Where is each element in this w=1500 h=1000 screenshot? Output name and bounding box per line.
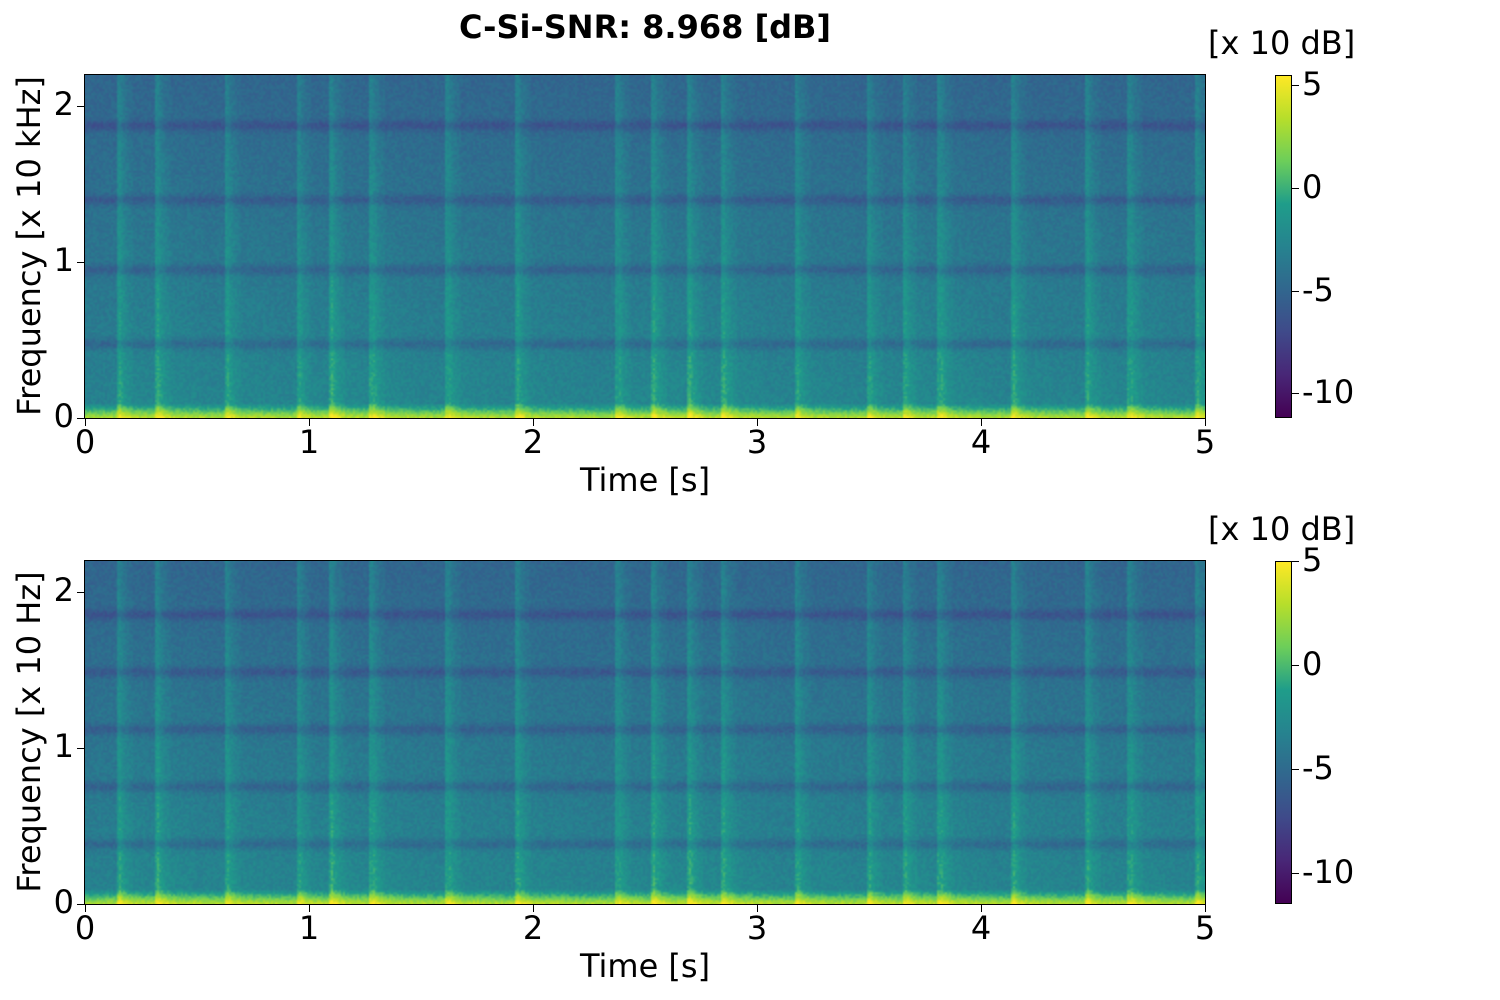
colorbar-tick-label: 5 — [1302, 65, 1323, 104]
colorbar-tick-label: -10 — [1302, 373, 1355, 412]
x-axis-label: Time [s] — [579, 461, 711, 499]
x-tick-label: 2 — [522, 423, 544, 461]
spectrogram-plot-area — [84, 74, 1206, 419]
x-tick — [757, 904, 758, 912]
colorbar-tick-label: 5 — [1302, 541, 1323, 579]
x-tick-label: 4 — [970, 909, 992, 947]
y-tick — [77, 904, 85, 905]
x-tick — [309, 904, 310, 912]
colorbar-tick — [1292, 664, 1299, 666]
colorbar-tick-label: -10 — [1302, 852, 1355, 891]
y-tick-label: 2 — [53, 85, 74, 124]
spectrogram-image — [85, 561, 1205, 904]
colorbar-tick — [1292, 872, 1299, 874]
y-tick — [77, 262, 85, 264]
x-tick — [981, 904, 982, 912]
figure-title: C-Si-SNR: 8.968 [dB] — [458, 8, 832, 46]
plot-frame — [84, 74, 1206, 419]
x-axis-label: Time [s] — [579, 947, 711, 985]
x-tick — [1205, 418, 1206, 426]
y-tick-label: 0 — [53, 883, 74, 921]
x-tick — [85, 418, 86, 426]
spectrogram-plot-area — [84, 560, 1206, 905]
colorbar-tick-label: -5 — [1302, 748, 1334, 787]
x-tick-label: 1 — [298, 909, 320, 947]
x-tick — [1205, 904, 1206, 912]
colorbar-tick-label: 0 — [1302, 644, 1323, 683]
colorbar — [1275, 75, 1292, 418]
x-tick — [757, 418, 758, 426]
spectrogram-image — [85, 75, 1205, 418]
x-tick-label: 4 — [970, 423, 992, 461]
x-tick-label: 3 — [746, 423, 768, 461]
y-tick-label: 2 — [53, 571, 74, 610]
colorbar-unit-label: [x 10 dB] — [1208, 510, 1356, 548]
y-tick — [77, 106, 85, 108]
x-tick-label: 5 — [1194, 909, 1216, 947]
y-axis-label: Frequency [x 10 Hz] — [10, 571, 48, 893]
colorbar-tick — [1292, 561, 1299, 562]
x-tick-label: 2 — [522, 909, 544, 947]
colorbar-tick-label: -5 — [1302, 270, 1334, 309]
x-tick-label: 3 — [746, 909, 768, 947]
x-tick-label: 1 — [298, 423, 320, 461]
y-tick — [77, 748, 85, 750]
y-tick-label: 0 — [53, 397, 74, 435]
x-tick — [981, 418, 982, 426]
colorbar-tick — [1292, 187, 1299, 189]
x-tick-label: 5 — [1194, 423, 1216, 461]
spectrogram-panel-top: 0 1 2 3 4 5 0 1 2 Time [s] Frequency [x 10 kHz]… — [10, 24, 1356, 499]
colorbar-tick — [1292, 768, 1299, 770]
colorbar-tick — [1292, 393, 1299, 395]
x-tick — [533, 904, 534, 912]
colorbar-tick — [1292, 85, 1299, 87]
colorbar-unit-label: [x 10 dB] — [1208, 24, 1356, 62]
x-tick — [533, 418, 534, 426]
colorbar — [1275, 561, 1292, 904]
y-tick-label: 1 — [53, 727, 74, 766]
x-tick — [309, 418, 310, 426]
x-tick-label: 0 — [74, 909, 96, 947]
y-tick-label: 1 — [53, 241, 74, 280]
colorbar-tick-label: 0 — [1302, 167, 1323, 206]
y-tick — [77, 592, 85, 594]
x-tick — [85, 904, 86, 912]
y-tick — [77, 418, 85, 419]
plot-frame — [84, 560, 1206, 905]
x-tick-label: 0 — [74, 423, 96, 461]
y-axis-label: Frequency [x 10 kHz] — [10, 76, 48, 416]
colorbar-tick — [1292, 290, 1299, 292]
